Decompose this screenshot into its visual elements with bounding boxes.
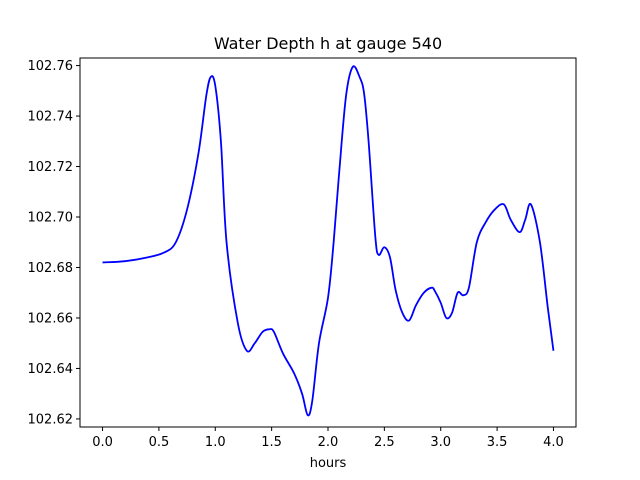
x-tick-label: 2.0 — [318, 435, 339, 450]
plot-frame — [79, 57, 577, 428]
y-tick-label: 102.64 — [28, 362, 74, 377]
series-line — [102, 65, 555, 417]
y-tick-label: 102.76 — [28, 59, 74, 74]
x-tick-label: 4.0 — [543, 435, 564, 450]
y-tick-label: 102.62 — [28, 412, 74, 427]
x-tick-label: 2.5 — [374, 435, 395, 450]
x-axis-label: hours — [310, 456, 347, 471]
y-tick-label: 102.72 — [28, 160, 74, 175]
y-tick-label: 102.66 — [28, 311, 74, 326]
x-tick-label: 3.5 — [487, 435, 508, 450]
x-tick-label: 1.0 — [205, 435, 226, 450]
axis-ticks: 0.0 0.5 1.0 1.5 2.0 2.5 3.0 3.5 4.0 102.62 102.64 1… — [28, 59, 564, 450]
y-tick-label: 102.74 — [28, 110, 74, 125]
x-tick-label: 0.0 — [92, 435, 113, 450]
x-tick-label: 3.0 — [430, 435, 451, 450]
x-tick-label: 1.5 — [261, 435, 282, 450]
y-tick-label: 102.70 — [28, 211, 74, 226]
y-tick-label: 102.68 — [28, 261, 74, 276]
x-tick-label: 0.5 — [149, 435, 170, 450]
chart-title: Water Depth h at gauge 540 — [214, 34, 442, 53]
